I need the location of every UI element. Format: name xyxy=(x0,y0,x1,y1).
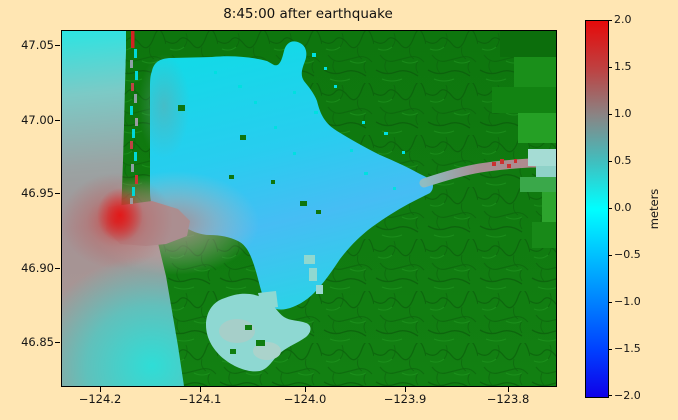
y-tick-mark xyxy=(55,193,60,195)
colorbar-tick-label: 2.0 xyxy=(614,13,632,26)
plot-title: 8:45:00 after earthquake xyxy=(223,6,393,22)
colorbar-tick-mark xyxy=(608,114,612,116)
colorbar-tick-label: −1.5 xyxy=(614,342,641,355)
x-tick-mark xyxy=(200,387,202,392)
south-estuary xyxy=(206,291,311,372)
colorbar-tick-label: −0.5 xyxy=(614,248,641,261)
x-tick-label: −124.1 xyxy=(178,392,222,406)
colorbar-tick-mark xyxy=(608,395,612,397)
y-tick-mark xyxy=(55,120,60,122)
colorbar-tick-mark xyxy=(608,161,612,163)
colorbar-tick-label: 0.0 xyxy=(614,201,632,214)
x-tick-label: −123.9 xyxy=(383,392,427,406)
map-plot-area xyxy=(61,30,557,387)
x-tick-mark xyxy=(508,387,510,392)
coarse-grid-land-blocks xyxy=(492,31,556,248)
bay-islands xyxy=(178,105,321,214)
x-tick-label: −124.2 xyxy=(78,392,122,406)
x-tick-mark xyxy=(405,387,407,392)
colorbar-tick-mark xyxy=(608,302,612,304)
colorbar-tick-mark xyxy=(608,208,612,210)
x-tick-mark xyxy=(100,387,102,392)
colorbar-tick-label: 0.5 xyxy=(614,154,632,167)
colorbar-tick-label: 1.5 xyxy=(614,60,632,73)
spit-canals xyxy=(130,31,138,204)
y-tick-label: 46.95 xyxy=(21,186,54,200)
x-tick-label: −124.0 xyxy=(283,392,327,406)
colorbar-tick-label: 1.0 xyxy=(614,107,632,120)
colorbar-tick-label: −1.0 xyxy=(614,295,641,308)
y-tick-label: 47.05 xyxy=(21,38,54,52)
land-water-specks xyxy=(214,53,405,190)
y-tick-label: 46.90 xyxy=(21,261,54,275)
x-tick-mark xyxy=(305,387,307,392)
y-tick-label: 46.85 xyxy=(21,335,54,349)
colorbar-tick-label: −2.0 xyxy=(614,389,641,402)
y-tick-label: 47.00 xyxy=(21,113,54,127)
map-canvas xyxy=(62,31,556,386)
river-channel xyxy=(419,158,549,188)
y-tick-mark xyxy=(55,268,60,270)
bay-water xyxy=(150,41,433,310)
colorbar-tick-mark xyxy=(608,255,612,257)
colorbar-tick-mark xyxy=(608,67,612,69)
x-tick-label: −123.8 xyxy=(486,392,530,406)
y-tick-mark xyxy=(55,45,60,47)
colorbar-tick-mark xyxy=(608,349,612,351)
colorbar-tick-mark xyxy=(608,20,612,22)
colorbar xyxy=(585,20,609,398)
y-tick-mark xyxy=(55,342,60,344)
colorbar-axis-label: meters xyxy=(647,188,661,230)
